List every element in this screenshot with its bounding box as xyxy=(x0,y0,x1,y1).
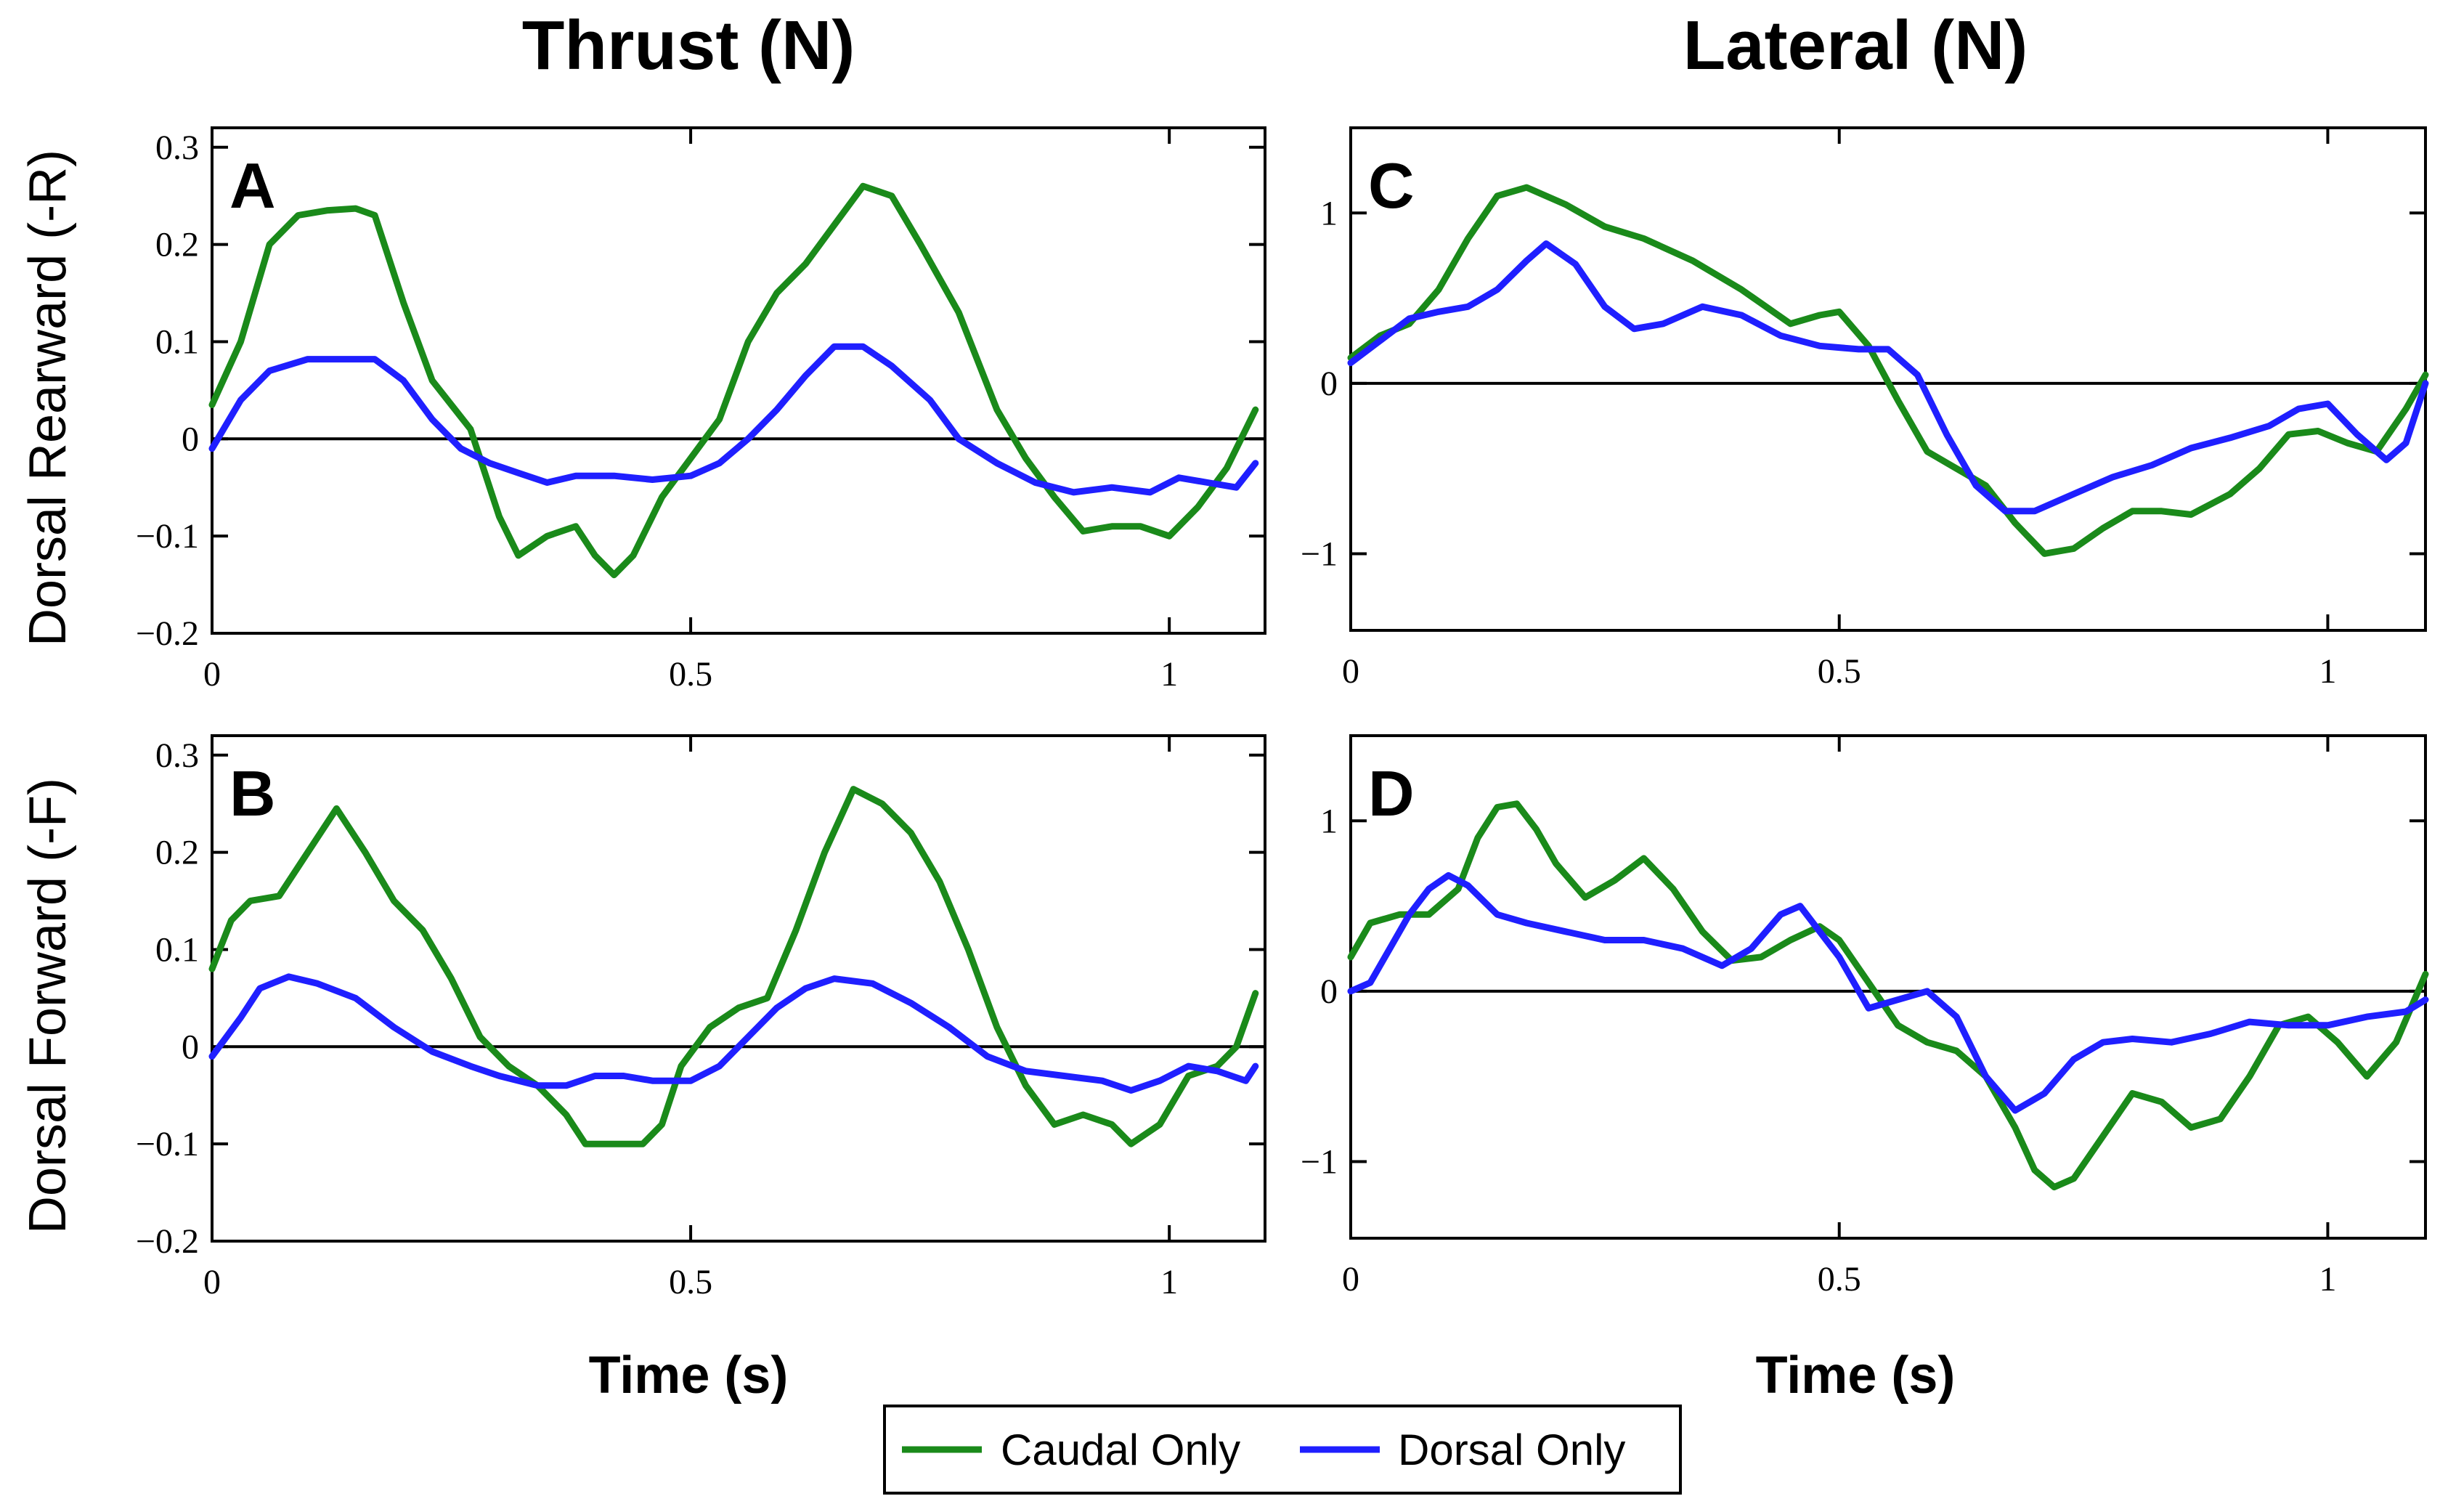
y-tick-label: 1 xyxy=(1320,802,1338,840)
y-tick-label: −0.2 xyxy=(136,1222,199,1261)
row-label-rearward: Dorsal Rearward (-R) xyxy=(19,150,77,646)
y-tick-label: −1 xyxy=(1301,1142,1338,1181)
y-tick-label: 0.2 xyxy=(155,226,199,264)
row-label-forward: Dorsal Forward (-F) xyxy=(19,778,77,1234)
x-tick-label: 1 xyxy=(2319,652,2336,691)
x-tick-label: 0 xyxy=(1342,652,1359,691)
y-tick-label: 0 xyxy=(182,420,199,458)
panel-a: 0 0.5 1 −0.2 −0.1 0 0.1 0.2 0.3 A xyxy=(136,126,1266,694)
panel-d-letter: D xyxy=(1368,757,1415,829)
series-caudal-only-line xyxy=(1347,184,2429,557)
series-dorsal-only-line xyxy=(1347,871,2429,1114)
y-tick-label: 1 xyxy=(1320,194,1338,232)
panel-b-frame xyxy=(211,734,1266,1243)
y-tick-label: 0.3 xyxy=(155,129,199,167)
x-tick-label: 0 xyxy=(1342,1260,1359,1298)
y-tick-label: 0.1 xyxy=(155,930,199,969)
legend-label-dorsal: Dorsal Only xyxy=(1398,1426,1625,1474)
panel-a-frame xyxy=(211,126,1266,635)
y-tick-label: −0.1 xyxy=(136,517,199,556)
x-tick-label: 1 xyxy=(1160,655,1178,694)
panel-c-letter: C xyxy=(1368,150,1415,221)
panel-d-frame xyxy=(1349,734,2427,1240)
column-title-thrust: Thrust (N) xyxy=(522,7,855,84)
y-tick-label: 0.1 xyxy=(155,322,199,361)
column-title-lateral: Lateral (N) xyxy=(1683,7,2028,84)
x-tick-label: 0 xyxy=(203,1263,221,1301)
series-dorsal-only-line xyxy=(208,343,1259,496)
y-tick-label: 0 xyxy=(1320,972,1338,1011)
y-tick-label: 0.3 xyxy=(155,736,199,775)
series-dorsal-only-line xyxy=(208,973,1259,1094)
y-tick-label: 0 xyxy=(182,1028,199,1066)
panel-b: 0 0.5 1 −0.2 −0.1 0 0.1 0.2 0.3 B xyxy=(136,734,1266,1301)
x-tick-label: 0.5 xyxy=(669,1263,712,1301)
panel-b-letter: B xyxy=(229,757,276,829)
y-tick-label: 0.2 xyxy=(155,834,199,872)
y-tick-label: −1 xyxy=(1301,535,1338,573)
series-caudal-only-line xyxy=(1347,800,2429,1191)
x-tick-label: 0 xyxy=(203,655,221,694)
x-axis-label-left: Time (s) xyxy=(589,1346,789,1405)
series-caudal-only-line xyxy=(208,182,1259,579)
legend: Caudal Only Dorsal Only xyxy=(883,1405,1682,1495)
x-tick-label: 1 xyxy=(1160,1263,1178,1301)
panel-a-letter: A xyxy=(229,150,276,221)
x-axis-label-right: Time (s) xyxy=(1756,1346,1956,1405)
x-tick-label: 0.5 xyxy=(1818,652,1861,691)
panel-c: 0 0.5 1−101 C xyxy=(1301,126,2429,691)
x-tick-label: 0.5 xyxy=(1818,1260,1861,1298)
x-tick-label: 0.5 xyxy=(669,655,712,694)
series-dorsal-only-line xyxy=(1347,240,2429,515)
series-caudal-only-line xyxy=(208,786,1259,1147)
legend-box xyxy=(883,1405,1682,1495)
y-tick-label: −0.1 xyxy=(136,1125,199,1163)
panel-d: 0 0.5 1−101 D xyxy=(1301,734,2429,1298)
legend-label-caudal: Caudal Only xyxy=(1001,1426,1240,1474)
y-tick-label: 0 xyxy=(1320,365,1338,403)
x-tick-label: 1 xyxy=(2319,1260,2336,1298)
y-tick-label: −0.2 xyxy=(136,614,199,653)
